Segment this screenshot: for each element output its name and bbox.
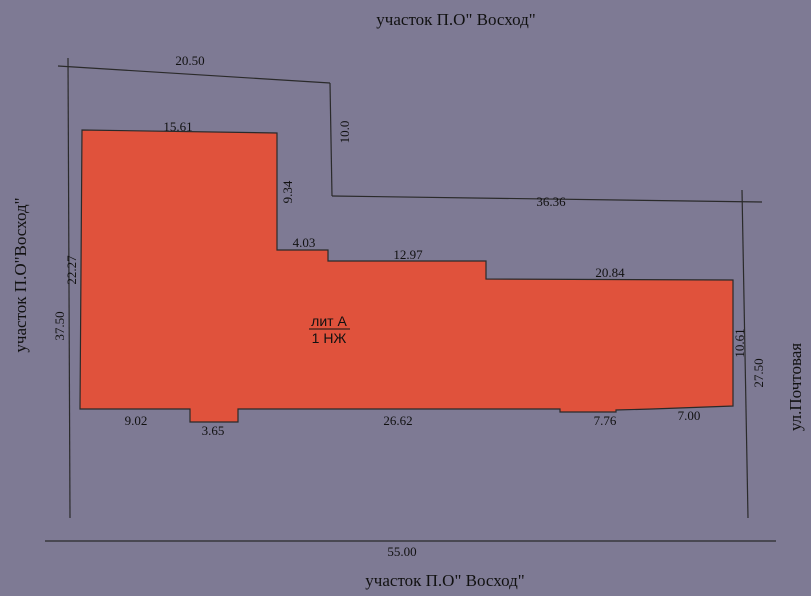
dim-bldg-bottom-2: 3.65 — [202, 423, 225, 438]
neighbor-label-left: участок П.О"Восход" — [11, 197, 30, 352]
plot-line-right — [741, 189, 749, 519]
dim-bldg-left: 22.27 — [64, 255, 79, 285]
dim-bldg-step2: 4.03 — [293, 235, 316, 250]
street-label-right: ул.Почтовая — [786, 343, 805, 431]
dim-bldg-bottom-5: 7.00 — [678, 408, 701, 423]
dim-plot-bottom: 55.00 — [387, 544, 416, 559]
plot-line-top — [57, 65, 331, 84]
building-footprint — [79, 129, 734, 423]
neighbor-label-bottom: участок П.О" Восход" — [365, 571, 524, 590]
dim-bldg-right-top: 20.84 — [595, 265, 625, 280]
dim-plot-top: 20.50 — [175, 53, 204, 68]
dim-bldg-bottom-3: 26.62 — [383, 413, 412, 428]
dim-bldg-bottom-4: 7.76 — [594, 413, 617, 428]
dim-plot-left: 37.50 — [52, 311, 67, 340]
plot-boundary — [45, 57, 776, 542]
dim-plot-setback: 10.0 — [337, 121, 352, 144]
dim-plot-right: 27.50 — [751, 358, 766, 387]
dim-bldg-mid: 12.97 — [393, 247, 423, 262]
building-lit-label: лит А — [311, 313, 347, 329]
plot-line-upper-right — [331, 195, 763, 203]
dim-bldg-top: 15.61 — [163, 119, 192, 134]
building-type-label: 1 НЖ — [312, 330, 347, 346]
dim-bldg-right: 10.61 — [732, 328, 747, 357]
neighbor-label-top: участок П.О" Восход" — [376, 10, 535, 29]
dim-plot-upper-right: 36.36 — [536, 194, 566, 209]
plot-line-setback — [329, 82, 333, 197]
dim-bldg-step1: 9.34 — [280, 180, 295, 203]
dim-bldg-bottom-1: 9.02 — [125, 413, 148, 428]
plot-line-left — [67, 57, 71, 519]
